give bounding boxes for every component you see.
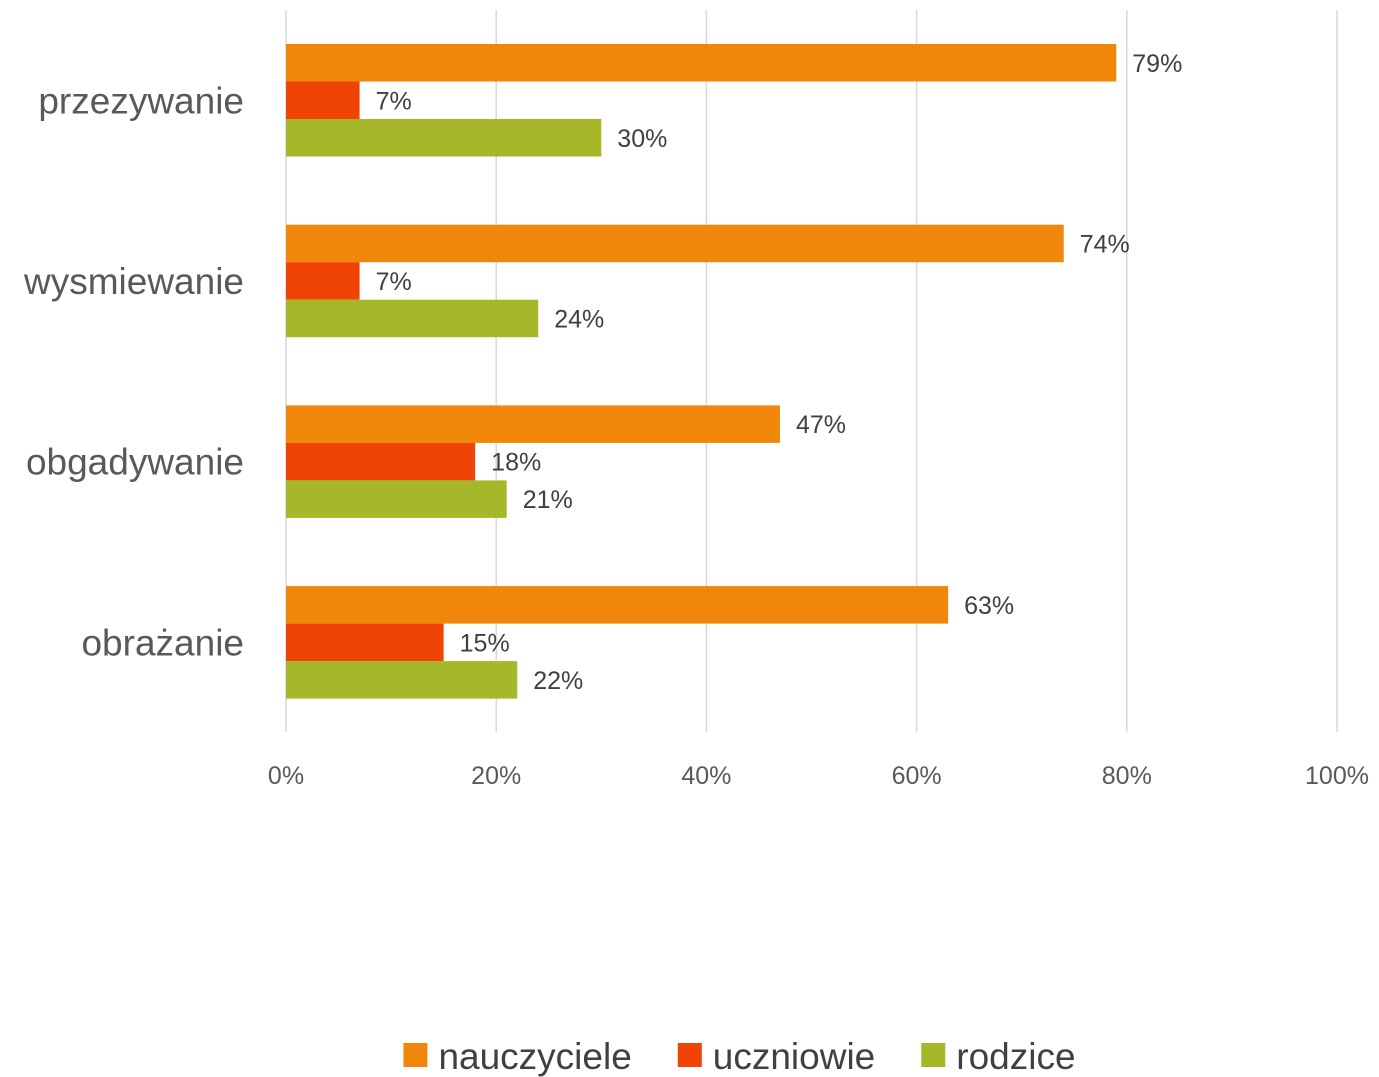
legend: nauczyciele uczniowie rodzice xyxy=(403,1036,1076,1077)
legend-swatch xyxy=(921,1043,946,1067)
x-tick-label: 60% xyxy=(892,762,942,790)
data-label: 7% xyxy=(376,268,412,296)
legend-label: rodzice xyxy=(956,1036,1075,1077)
data-label: 47% xyxy=(796,411,846,439)
bar-rodzice xyxy=(286,661,518,699)
bar-nauczyciele xyxy=(286,224,1064,263)
bars xyxy=(286,44,1117,699)
x-tick-label: 0% xyxy=(268,762,304,790)
data-label: 21% xyxy=(523,486,573,514)
x-tick-label: 80% xyxy=(1102,762,1152,790)
data-label: 18% xyxy=(491,449,541,477)
bar-nauczyciele xyxy=(286,405,780,443)
bar-uczniowie xyxy=(286,442,476,481)
legend-item: nauczyciele xyxy=(403,1036,632,1077)
legend-item: uczniowie xyxy=(677,1036,875,1077)
bar-uczniowie xyxy=(286,81,360,119)
legend-swatch xyxy=(403,1043,428,1067)
x-tick-label: 20% xyxy=(471,762,521,790)
category-label: obrażanie xyxy=(81,622,244,663)
data-label: 15% xyxy=(460,629,510,657)
legend-item: rodzice xyxy=(921,1036,1076,1077)
bar-rodzice xyxy=(286,299,539,338)
category-label: przezywanie xyxy=(38,80,244,121)
x-tick-label: 100% xyxy=(1305,762,1369,790)
legend-label: nauczyciele xyxy=(438,1036,631,1077)
value-axis: 0% 20% 40% 60% 80% 100% xyxy=(268,762,1369,790)
legend-label: uczniowie xyxy=(713,1036,875,1077)
x-tick-label: 40% xyxy=(681,762,731,790)
data-label: 22% xyxy=(533,667,583,695)
bar-uczniowie xyxy=(286,262,360,300)
bar-rodzice xyxy=(286,119,602,157)
bar-uczniowie xyxy=(286,623,444,662)
data-label: 7% xyxy=(376,87,412,115)
data-label: 30% xyxy=(617,125,667,153)
category-axis: przezywanie wysmiewanie obgadywanie obrażan… xyxy=(23,80,244,663)
data-label: 74% xyxy=(1080,230,1130,258)
data-label: 63% xyxy=(964,592,1014,620)
data-label: 24% xyxy=(554,305,604,333)
legend-swatch xyxy=(677,1043,702,1067)
category-label: obgadywanie xyxy=(26,442,244,483)
data-label: 79% xyxy=(1132,50,1182,78)
bar-rodzice xyxy=(286,480,507,518)
bar-nauczyciele xyxy=(286,44,1117,82)
data-labels: 79% 7% 30% 74% 7% 24% 47% 18% 21% 63% 15% 22% xyxy=(376,50,1183,695)
category-label: wysmiewanie xyxy=(23,261,244,302)
bar-nauczyciele xyxy=(286,586,949,624)
